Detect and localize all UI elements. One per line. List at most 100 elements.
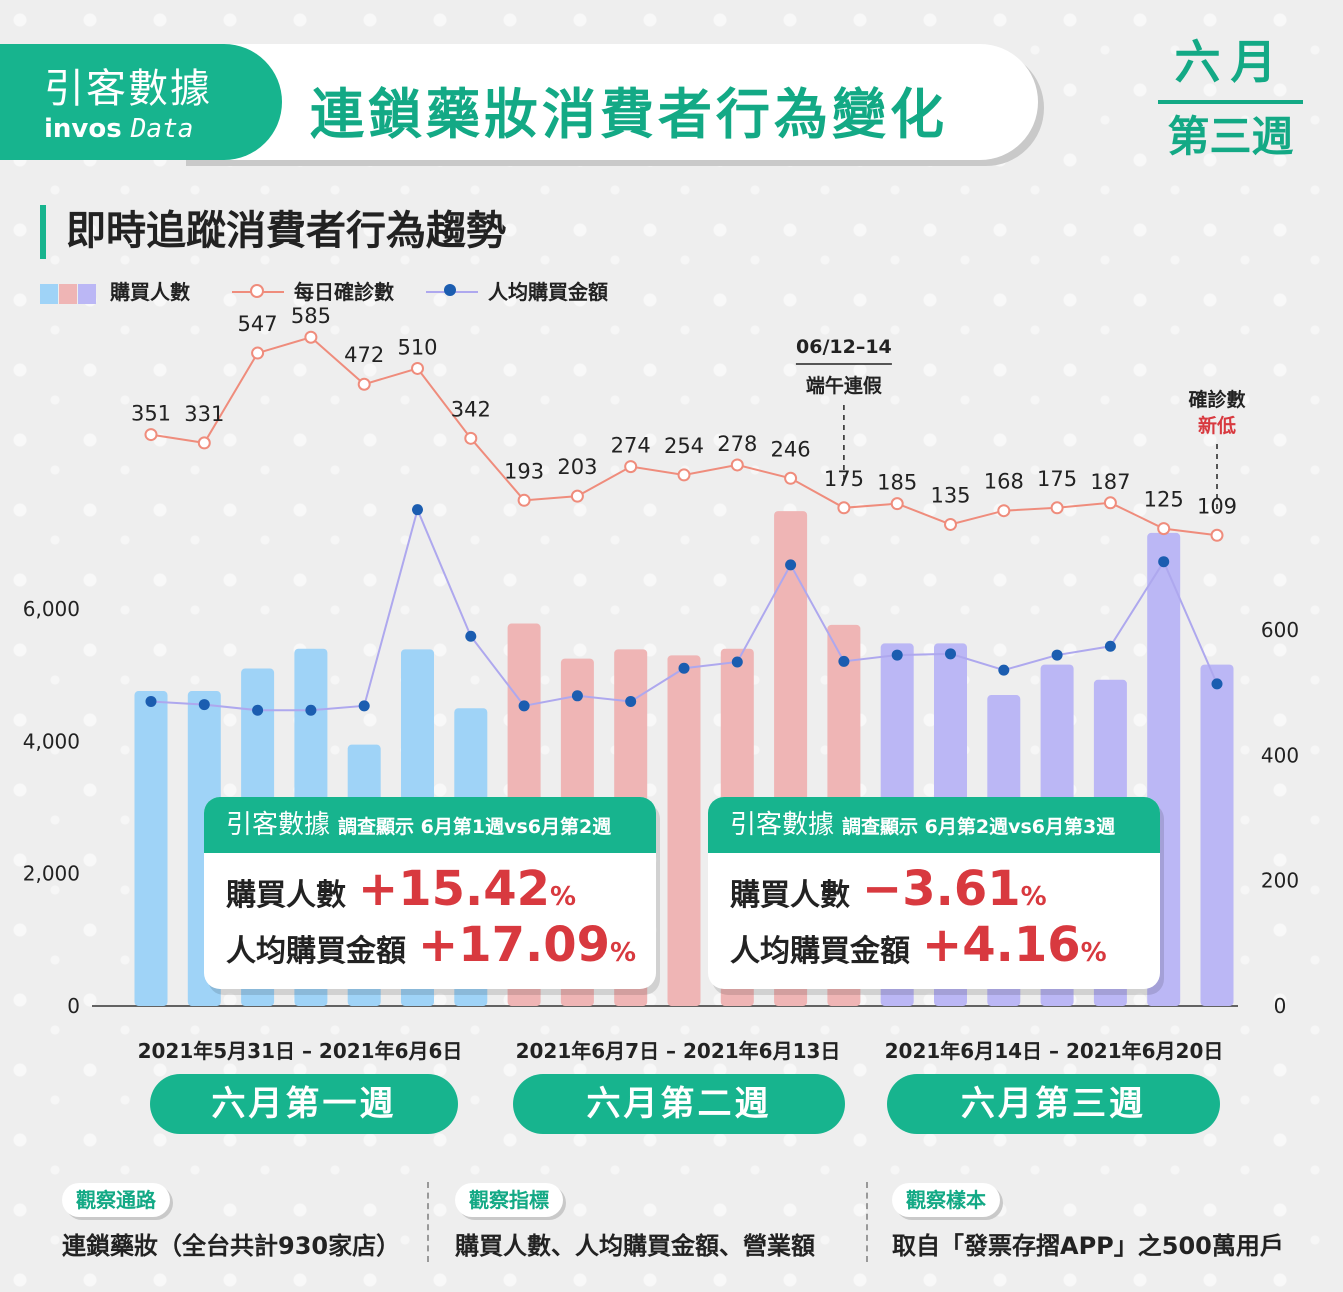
cases-point [517, 493, 531, 507]
week3-button[interactable]: 六月第三週 [887, 1074, 1220, 1134]
title-banner [180, 44, 1038, 160]
legend-swatch-week1 [40, 284, 58, 304]
cases-data-label: 547 [238, 312, 278, 336]
avg-spend-point [412, 504, 423, 516]
avg-spend-point [252, 704, 264, 716]
avg-spend-point [1104, 640, 1116, 652]
cases-point [411, 361, 424, 375]
left-axis-tick-label: 6,000 [23, 597, 80, 621]
week-badge: 六月 第三週 [1158, 30, 1303, 164]
note-tag-metrics: 觀察指標 [455, 1183, 563, 1217]
cases-point [570, 489, 584, 503]
callout-value: +15.42% [358, 861, 576, 917]
callout-week1-vs-week2: 引客數據 調查顯示 6月第1週vs6月第2週 購買人數 +15.42% 人均購買金額… [204, 797, 656, 989]
cases-point [944, 517, 957, 531]
legend-label-cases: 每日確診數 [294, 280, 394, 304]
avg-spend-point [625, 695, 637, 707]
cases-data-label: 185 [877, 471, 917, 495]
cases-point [890, 497, 904, 511]
left-axis-tick-label: 0 [67, 994, 80, 1018]
avg-spend-point [145, 695, 157, 707]
legend-marker-avg [444, 284, 456, 296]
legend-item-avg: 人均購買金額 [426, 277, 626, 307]
callout-number: +4.16 [922, 917, 1081, 973]
cases-data-label: 203 [557, 455, 597, 479]
purchaser-bar [1200, 664, 1234, 1006]
low-annotation-highlight: 新低 [1198, 414, 1236, 437]
callout-number: +17.09 [418, 917, 611, 973]
cases-point [1157, 522, 1171, 536]
callout-label: 購買人數 [226, 878, 346, 913]
cases-point [1210, 528, 1224, 542]
legend-swatch-week2 [59, 284, 77, 304]
week1-date-range: 2021年5月31日 – 2021年6月6日 [137, 1039, 463, 1063]
left-axis-tick-label: 2,000 [23, 862, 80, 886]
callout-number: +15.42 [358, 861, 551, 917]
avg-spend-point [731, 656, 743, 668]
brand-en-bold: invos [44, 114, 122, 144]
week3-date-range: 2021年6月14日 – 2021年6月20日 [884, 1039, 1224, 1063]
cases-data-label: 246 [771, 437, 811, 461]
callout-value: +4.16% [922, 917, 1107, 973]
cases-point [144, 428, 158, 442]
cases-point [624, 460, 638, 474]
avg-spend-point [891, 649, 903, 661]
legend-swatch-week3 [78, 284, 96, 304]
avg-spend-point [358, 700, 370, 712]
week2-button[interactable]: 六月第二週 [513, 1074, 845, 1134]
cases-point [1103, 496, 1117, 510]
avg-spend-point [465, 630, 477, 642]
cases-point [251, 346, 265, 360]
purchaser-bar [667, 655, 701, 1006]
avg-spend-point [305, 704, 317, 716]
holiday-annotation-date: 06/12–14 [796, 336, 892, 358]
callout-value: −3.61% [862, 861, 1047, 917]
note-text-metrics: 購買人數、人均購買金額、營業額 [455, 1232, 815, 1260]
callout-row-purchasers: 購買人數 −3.61% [730, 861, 1047, 917]
legend-label-avg: 人均購買金額 [488, 280, 608, 304]
callout-week2-vs-week3: 引客數據 調查顯示 6月第2週vs6月第3週 購買人數 −3.61% 人均購買金額 +… [708, 797, 1160, 989]
right-axis-tick-label: 200 [1261, 869, 1299, 893]
week-badge-divider [1158, 100, 1303, 104]
avg-spend-point [785, 559, 797, 571]
callout-row-avg: 人均購買金額 +4.16% [730, 917, 1107, 973]
week2-date-range: 2021年6月7日 – 2021年6月13日 [515, 1039, 841, 1063]
legend-item-purchasers: 購買人數 [40, 277, 210, 307]
callout-subtitle: 調查顯示 6月第1週vs6月第2週 [338, 816, 612, 838]
note-tag-sample: 觀察樣本 [892, 1183, 1000, 1217]
callout-number: −3.61 [862, 861, 1021, 917]
cases-data-label: 472 [344, 343, 384, 367]
note-tag-channel: 觀察通路 [62, 1183, 170, 1217]
cases-point [304, 330, 318, 344]
cases-data-label: 351 [131, 402, 171, 426]
cases-data-label: 510 [397, 335, 437, 359]
avg-spend-point [518, 700, 530, 712]
percent-sign: % [1080, 938, 1107, 968]
callout-header: 引客數據 調查顯示 6月第1週vs6月第2週 [204, 797, 656, 853]
legend-swatch-bars [40, 282, 96, 304]
callout-subtitle: 調查顯示 6月第2週vs6月第3週 [842, 816, 1116, 838]
purchaser-bar [134, 691, 168, 1006]
week1-button[interactable]: 六月第一週 [150, 1074, 458, 1134]
cases-data-label: 254 [664, 434, 704, 458]
right-axis-tick-label: 600 [1261, 618, 1299, 642]
low-annotation-label: 確診數 [1188, 388, 1245, 411]
avg-spend-point [945, 648, 956, 660]
cases-data-label: 278 [717, 432, 757, 456]
cases-point [677, 468, 691, 482]
percent-sign: % [550, 882, 577, 912]
avg-spend-point [998, 664, 1010, 676]
callout-label: 人均購買金額 [226, 934, 406, 969]
callout-brand: 引客數據 [730, 810, 835, 840]
cases-data-label: 585 [291, 304, 331, 328]
note-divider [866, 1182, 868, 1262]
cases-data-label: 168 [984, 470, 1024, 494]
legend-label-purchasers: 購買人數 [110, 280, 190, 304]
callout-brand: 引客數據 [226, 810, 331, 840]
legend-item-cases: 每日確診數 [232, 277, 412, 307]
cases-point [997, 504, 1011, 518]
cases-data-label: 274 [611, 434, 651, 458]
avg-spend-point [198, 699, 210, 711]
avg-spend-point [678, 662, 690, 674]
note-divider [427, 1182, 429, 1262]
